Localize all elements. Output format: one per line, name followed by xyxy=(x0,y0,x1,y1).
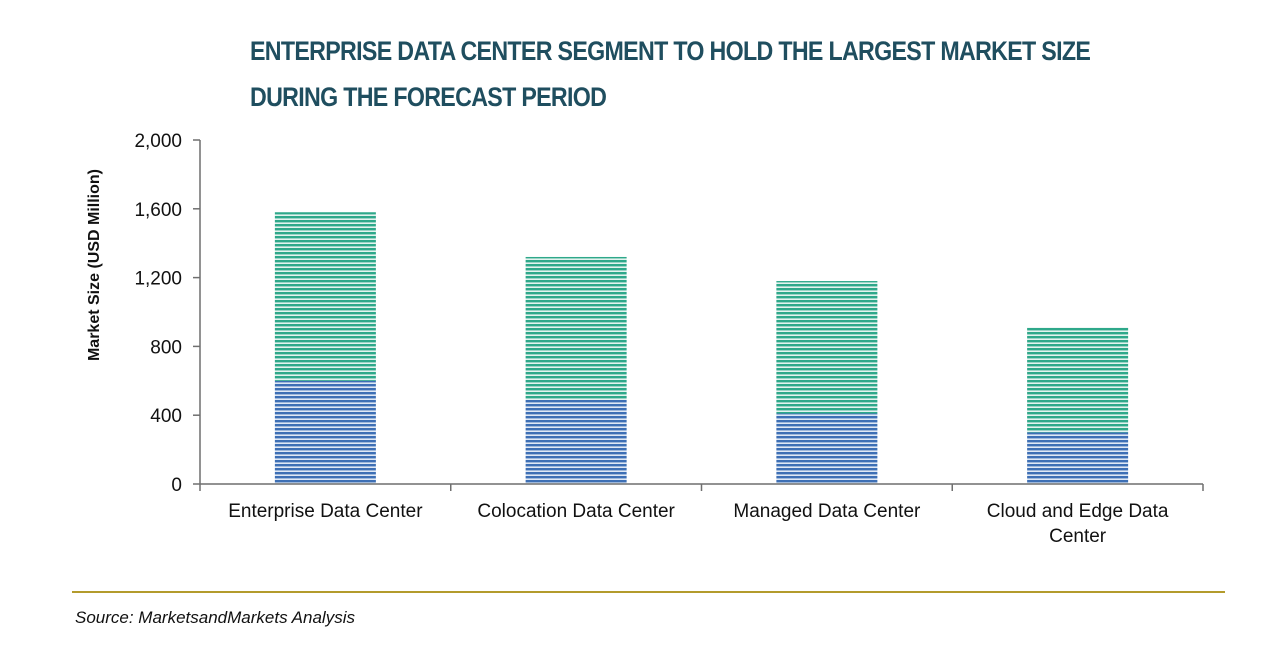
x-axis: Enterprise Data Center Colocation Data Ce… xyxy=(199,483,1204,547)
chart-title-line-2: DURING THE FORECAST PERIOD xyxy=(250,82,607,112)
bar-segment-upper xyxy=(1027,327,1129,433)
bar-segment-lower xyxy=(525,399,627,484)
y-tick-label: 2,000 xyxy=(134,131,182,152)
bars xyxy=(274,212,1129,484)
y-tick-label: 0 xyxy=(171,475,182,496)
source-note: Source: MarketsandMarkets Analysis xyxy=(75,608,355,627)
x-tick-label: Managed Data Center xyxy=(733,501,921,522)
x-tick-label: Colocation Data Center xyxy=(477,501,675,522)
chart-title: ENTERPRISE DATA CENTER SEGMENT TO HOLD T… xyxy=(250,28,1093,120)
y-tick-label: 1,600 xyxy=(134,200,182,221)
bar-segment-lower xyxy=(274,380,376,484)
y-tick-label: 1,200 xyxy=(134,269,182,290)
bar-segment-upper xyxy=(274,212,376,381)
bar-segment-upper xyxy=(776,281,878,414)
y-tick-label: 400 xyxy=(150,406,182,427)
y-tick-label: 800 xyxy=(150,337,182,358)
bar-segment-lower xyxy=(776,413,878,484)
y-axis: 0 400 800 1,200 1,600 2,000 xyxy=(134,131,201,496)
y-axis-label: Market Size (USD Million) xyxy=(86,169,103,361)
x-tick-label: Enterprise Data Center xyxy=(228,501,423,522)
stacked-bar-chart: 0 400 800 1,200 1,600 2,000 Enterprise Data C… xyxy=(86,131,1204,547)
bar-segment-lower xyxy=(1027,432,1129,484)
source-divider xyxy=(72,591,1225,593)
chart-title-line-1: ENTERPRISE DATA CENTER SEGMENT TO HOLD T… xyxy=(250,36,1091,66)
x-tick-label: Cloud and Edge Data Center xyxy=(987,501,1169,547)
bar-segment-upper xyxy=(525,256,627,400)
